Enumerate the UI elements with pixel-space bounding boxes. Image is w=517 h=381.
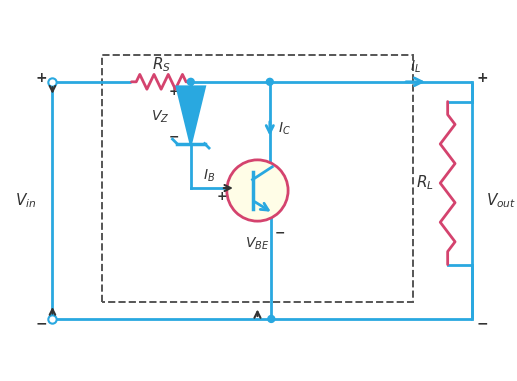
Text: $R_L$: $R_L$	[417, 174, 434, 192]
Text: −: −	[168, 131, 179, 144]
Text: $I_B$: $I_B$	[204, 168, 216, 184]
Circle shape	[266, 78, 273, 85]
Text: +: +	[477, 71, 488, 85]
Text: $V_{out}$: $V_{out}$	[486, 191, 516, 210]
Text: $V_{BE}$: $V_{BE}$	[246, 235, 269, 251]
Text: $I_C$: $I_C$	[278, 120, 291, 137]
Text: $V_{in}$: $V_{in}$	[14, 191, 36, 210]
Circle shape	[268, 315, 275, 322]
Text: $V_Z$: $V_Z$	[151, 108, 170, 125]
Text: −: −	[275, 227, 285, 240]
Circle shape	[227, 160, 288, 221]
Text: $R_S$: $R_S$	[151, 55, 171, 74]
Text: +: +	[36, 71, 48, 85]
Text: −: −	[36, 316, 48, 330]
Circle shape	[187, 78, 194, 85]
Text: −: −	[477, 316, 488, 330]
Text: $I_L$: $I_L$	[410, 59, 421, 75]
Text: +: +	[168, 85, 179, 98]
Text: +: +	[217, 190, 227, 203]
Polygon shape	[177, 87, 205, 144]
